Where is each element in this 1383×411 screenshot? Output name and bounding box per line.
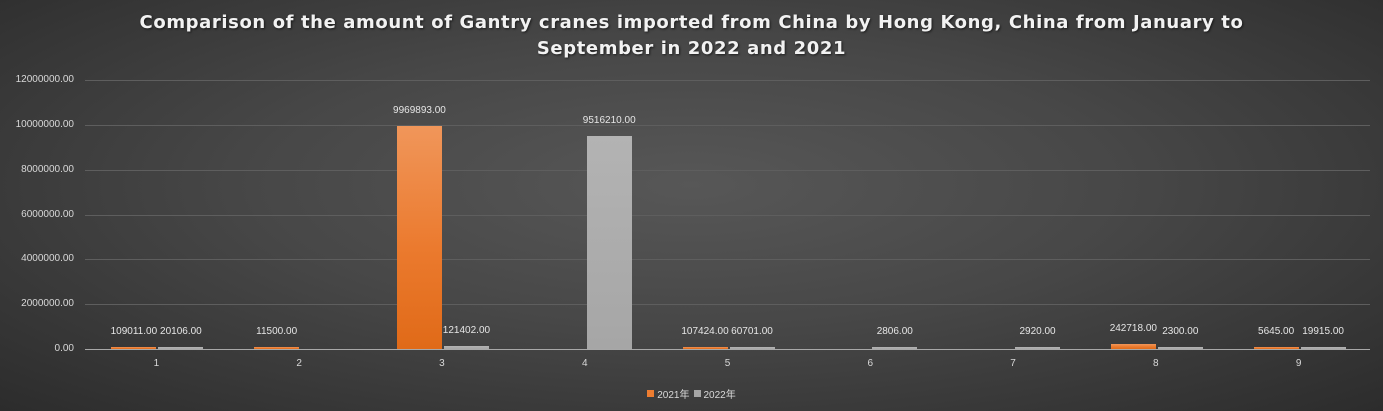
bar-2021年-1[interactable] <box>111 346 157 349</box>
y-tick-label: 4000000.00 <box>21 253 74 264</box>
x-tick-label: 8 <box>1153 358 1159 369</box>
bar-2021年-2[interactable] <box>254 347 300 349</box>
data-label: 19915.00 <box>1302 326 1344 337</box>
bar-2022年-4[interactable] <box>586 135 632 349</box>
chart-title-line-1: Comparison of the amount of Gantry crane… <box>139 12 1244 33</box>
gridline <box>85 304 1370 305</box>
x-tick-label: 5 <box>724 358 731 369</box>
legend-swatch-icon <box>647 390 655 397</box>
data-label: 121402.00 <box>442 325 491 337</box>
gridline <box>85 215 1370 216</box>
y-tick-label: 8000000.00 <box>21 164 74 175</box>
data-label: 107424.00 <box>681 325 729 337</box>
bar-2021年-9[interactable] <box>1253 347 1299 349</box>
gridline <box>85 125 1370 126</box>
legend: 2021年 2022年 <box>0 386 1383 401</box>
x-tick-label: 3 <box>439 358 445 369</box>
bar-2022年-9[interactable] <box>1300 347 1346 349</box>
legend-item-2021年[interactable]: 2021年 <box>647 386 690 401</box>
data-label: 242718.00 <box>1109 322 1157 334</box>
gridline <box>85 170 1370 171</box>
y-tick-label: 6000000.00 <box>21 209 74 220</box>
legend-label: 2022年 <box>703 390 736 401</box>
bar-2022年-1[interactable] <box>158 347 204 349</box>
data-label: 5645.00 <box>1258 326 1295 337</box>
data-label: 2920.00 <box>1019 326 1056 337</box>
legend-label: 2021年 <box>657 390 690 401</box>
gridline <box>85 80 1370 81</box>
data-label: 2806.00 <box>876 326 913 337</box>
x-tick-label: 6 <box>867 358 874 369</box>
x-tick-label: 7 <box>1010 358 1016 369</box>
data-label: 60701.00 <box>731 326 773 337</box>
bar-2021年-8[interactable] <box>1110 343 1156 349</box>
data-label: 20106.00 <box>160 326 202 337</box>
bar-2022年-6[interactable] <box>872 347 918 349</box>
bar-2022年-3[interactable] <box>443 346 489 349</box>
gridline <box>85 259 1370 260</box>
x-axis-line <box>85 349 1370 350</box>
y-tick-label: 12000000.00 <box>15 74 74 85</box>
x-tick-label: 1 <box>153 358 160 369</box>
data-label: 9969893.00 <box>393 104 446 116</box>
bar-2022年-7[interactable] <box>1015 347 1061 349</box>
bar-2021年-3[interactable] <box>396 125 442 349</box>
bar-2022年-8[interactable] <box>1157 347 1203 349</box>
x-tick-label: 4 <box>581 358 588 369</box>
bar-2022年-5[interactable] <box>729 347 775 349</box>
y-tick-label: 0.00 <box>54 343 74 354</box>
chart-title: Comparison of the amount of Gantry crane… <box>0 10 1383 62</box>
chart-title-line-2: September in 2022 and 2021 <box>536 38 847 59</box>
bar-2021年-5[interactable] <box>682 346 728 349</box>
legend-swatch-icon <box>693 390 701 397</box>
data-label: 2300.00 <box>1162 326 1199 337</box>
data-label: 109011.00 <box>110 325 158 337</box>
data-label: 9516210.00 <box>582 114 636 126</box>
y-tick-label: 2000000.00 <box>21 298 74 309</box>
legend-item-2022年[interactable]: 2022年 <box>693 386 736 401</box>
x-tick-label: 9 <box>1295 358 1302 369</box>
y-tick-label: 10000000.00 <box>15 119 74 130</box>
data-label: 11500.00 <box>256 326 298 337</box>
x-tick-label: 2 <box>296 358 302 369</box>
